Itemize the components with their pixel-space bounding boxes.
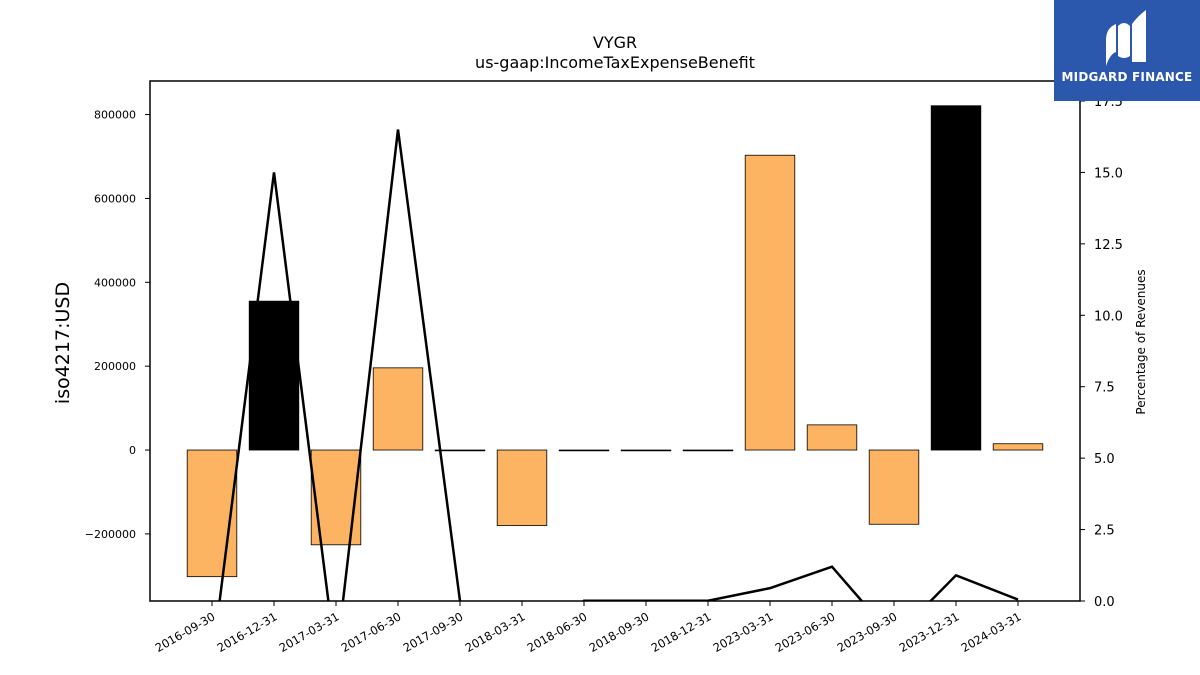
bar-2018-09-30 — [620, 449, 672, 452]
x-tick-label: 2017-03-31 — [277, 609, 342, 655]
y2-tick-label: 0.0 — [1094, 595, 1115, 610]
brand-logo: MIDGARD FINANCE — [1054, 0, 1200, 101]
y-tick-label: −200000 — [85, 528, 136, 541]
x-tick-label: 2023-09-30 — [835, 609, 900, 655]
y-axis-label: iso4217:USD — [52, 282, 74, 404]
y2-tick-label: 7.5 — [1094, 381, 1115, 396]
bar-2023-09-30 — [868, 449, 920, 525]
x-tick-label: 2023-12-31 — [897, 609, 962, 655]
x-tick-label: 2016-12-31 — [215, 609, 280, 655]
y2-tick-label: 5.0 — [1094, 452, 1115, 467]
x-tick-label: 2018-06-30 — [525, 609, 590, 655]
x-tick-label: 2018-03-31 — [463, 609, 528, 655]
bar-2023-12-31 — [930, 105, 982, 451]
bar-2018-06-30 — [558, 449, 610, 452]
line-group — [218, 129, 1019, 601]
x-tick-label: 2024-03-31 — [959, 609, 1024, 655]
y2-tick-label: 12.5 — [1094, 238, 1123, 253]
x-tick-label: 2016-09-30 — [153, 609, 218, 655]
brand-name: MIDGARD FINANCE — [1061, 70, 1193, 84]
chart-title: VYGR — [593, 33, 637, 52]
midgard-logo-icon — [1106, 10, 1146, 66]
x-tick-label: 2023-03-31 — [711, 609, 776, 655]
x-tick-label: 2017-09-30 — [401, 609, 466, 655]
bar-2024-03-31 — [992, 443, 1044, 451]
bar-2023-03-31 — [744, 154, 796, 451]
bar-2017-09-30 — [434, 449, 486, 452]
bar-2016-12-31 — [248, 300, 300, 451]
percentage-line — [218, 129, 1019, 601]
y2-tick-label: 10.0 — [1094, 309, 1123, 324]
chart-subtitle: us-gaap:IncomeTaxExpenseBenefit — [475, 53, 755, 72]
plot-frame — [149, 80, 1081, 602]
bar-2023-06-30 — [806, 424, 858, 451]
bars-group — [186, 105, 1044, 578]
y2-tick-label: 2.5 — [1094, 524, 1115, 539]
x-tick-label: 2023-06-30 — [773, 609, 838, 655]
x-tick-label: 2018-12-31 — [649, 609, 714, 655]
y-tick-label: 800000 — [94, 109, 136, 122]
y2-axis-label: Percentage of Revenues — [1134, 269, 1148, 414]
y-tick-label: 200000 — [94, 360, 136, 373]
bar-2018-03-31 — [496, 449, 548, 526]
bar-2018-12-31 — [682, 449, 734, 452]
bar-2016-09-30 — [186, 449, 238, 578]
y-tick-label: 0 — [129, 444, 136, 457]
x-tick-label: 2018-09-30 — [587, 609, 652, 655]
y2-tick-label: 15.0 — [1094, 166, 1123, 181]
y-tick-label: 400000 — [94, 276, 136, 289]
x-tick-label: 2017-06-30 — [339, 609, 404, 655]
bar-2017-06-30 — [372, 367, 424, 451]
y-tick-label: 600000 — [94, 192, 136, 205]
